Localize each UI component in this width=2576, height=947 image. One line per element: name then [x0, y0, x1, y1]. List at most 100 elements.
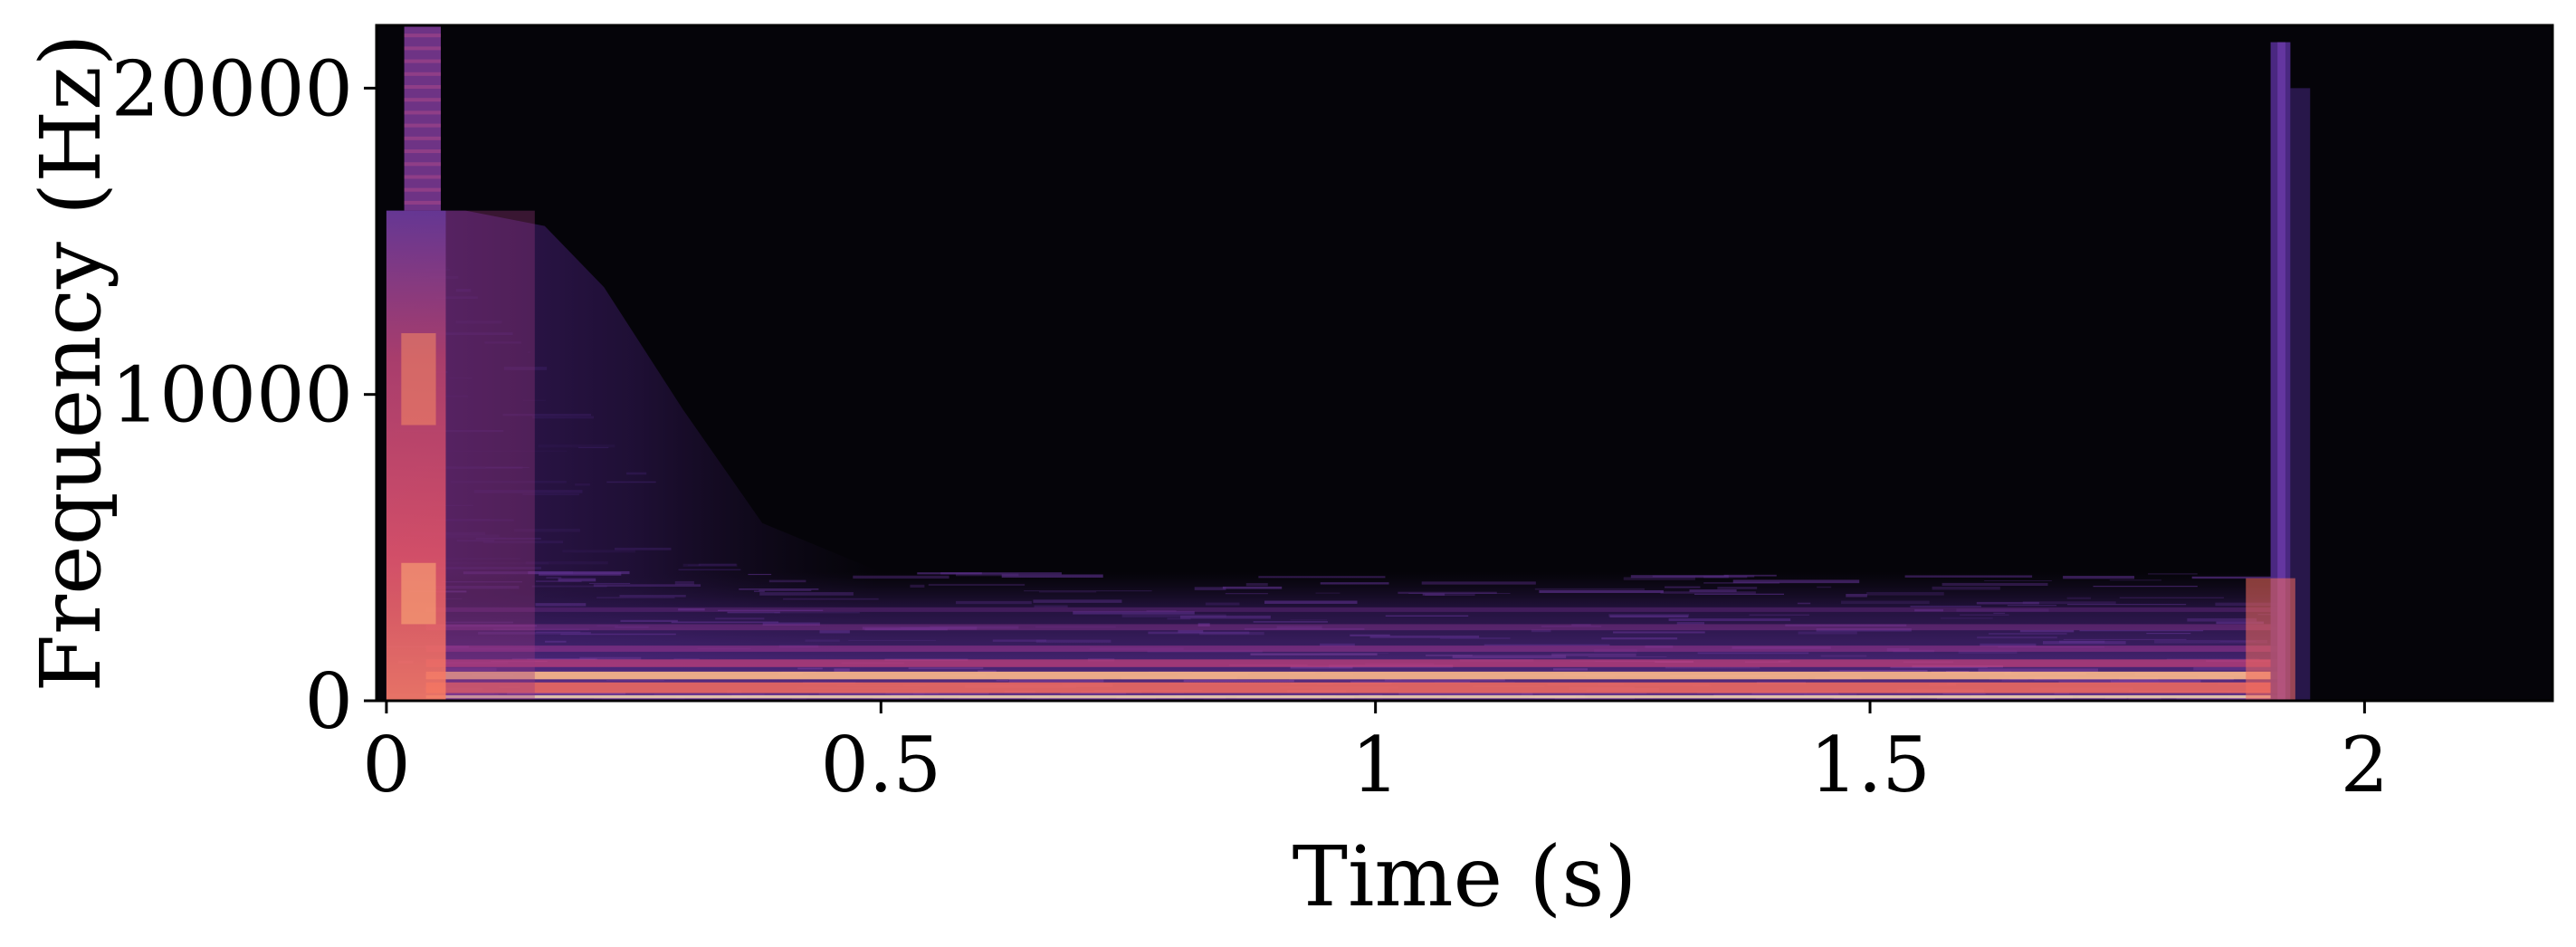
spectrogram-energy: [386, 25, 2311, 701]
spectral-streak: [1609, 615, 1689, 618]
spectral-streak: [1941, 617, 1993, 619]
spectral-streak: [433, 693, 495, 694]
spectral-streak: [1167, 617, 1191, 620]
spectral-streak: [912, 692, 989, 695]
onset-transient-top: [404, 25, 442, 211]
spectral-streak: [1960, 614, 2009, 616]
spectral-streak: [1034, 605, 1068, 608]
harmonic-band: [425, 671, 2285, 680]
spectral-streak: [1723, 574, 1777, 577]
spectral-streak: [2148, 573, 2198, 575]
spectral-streak: [1001, 574, 1103, 579]
spectral-streak: [1936, 697, 2056, 701]
x-tick-label: 2: [2341, 721, 2389, 809]
spectral-streak: [1732, 579, 1860, 584]
spectral-streak: [619, 595, 686, 598]
spectral-streak: [463, 571, 574, 575]
spectral-streak: [1250, 653, 1378, 655]
spectral-streak: [783, 598, 879, 600]
onset-transient-line: [404, 136, 442, 140]
spectral-streak: [615, 626, 649, 628]
spectral-streak: [1904, 575, 2033, 578]
spectral-streak: [1693, 593, 1785, 595]
spectral-streak: [1588, 656, 1667, 658]
spectral-streak: [1253, 621, 1328, 623]
spectral-streak: [1660, 591, 1756, 594]
spectral-streak: [1668, 618, 1791, 621]
spectral-streak: [1434, 682, 1515, 684]
spectral-streak: [593, 584, 701, 588]
spectral-streak: [475, 537, 541, 540]
spectral-streak: [1820, 655, 1867, 657]
spectral-streak: [1422, 593, 1445, 596]
spectral-streak: [439, 625, 538, 627]
spectral-streak: [1846, 593, 1867, 598]
spectral-streak: [1199, 631, 1264, 636]
spectral-streak: [1866, 591, 1944, 596]
spectral-streak: [2066, 604, 2187, 606]
spectral-streak: [558, 578, 596, 582]
spectral-streak: [2109, 579, 2162, 581]
spectral-streak: [434, 561, 549, 565]
y-tick-label: 20000: [111, 44, 353, 133]
spectral-streak: [523, 399, 547, 401]
onset-transient-line: [404, 149, 442, 154]
spectral-streak: [774, 612, 860, 614]
spectral-streak: [1817, 586, 1832, 588]
spectral-streak: [527, 658, 596, 660]
spectral-streak: [753, 590, 765, 592]
spectral-streak: [1829, 669, 1928, 672]
spectral-streak: [514, 528, 580, 532]
spectral-streak: [606, 481, 656, 483]
spectral-streak: [1290, 665, 1353, 669]
spectral-streak: [1914, 608, 1943, 612]
spectral-streak: [900, 627, 949, 629]
spectral-streak: [1369, 635, 1480, 638]
spectral-streak: [674, 580, 694, 585]
y-axis-ticks: 0 10000 20000: [111, 44, 377, 746]
spectral-streak: [917, 572, 982, 575]
spectral-streak: [473, 490, 583, 493]
spectral-streak: [1408, 592, 1511, 594]
spectral-streak: [1035, 639, 1111, 643]
spectral-streak: [1290, 619, 1328, 621]
spectral-streak: [2110, 680, 2201, 684]
spectral-streak: [455, 320, 502, 324]
spectral-streak: [596, 597, 675, 598]
onset-transient-line: [404, 200, 442, 205]
spectral-streak: [2079, 629, 2204, 632]
spectral-streak: [1910, 606, 1981, 607]
spectral-streak: [450, 481, 567, 483]
spectral-streak: [654, 694, 765, 697]
spectral-streak: [1551, 653, 1636, 656]
spectral-streak: [1289, 679, 1402, 681]
spectral-streak: [1749, 614, 1809, 616]
spectral-streak: [414, 519, 491, 521]
onset-transient-line: [404, 187, 442, 192]
spectral-streak: [1225, 593, 1268, 595]
plot-frame: [375, 24, 2554, 703]
spectral-streak: [535, 580, 582, 582]
spectral-streak: [1554, 697, 1636, 701]
spectral-streak: [403, 537, 506, 539]
spectral-streak: [1993, 612, 2006, 614]
spectral-streak: [2193, 666, 2285, 671]
spectral-streak: [522, 493, 579, 495]
onset-transient-line: [404, 98, 442, 102]
spectral-streak: [1060, 692, 1127, 694]
spectral-streak: [715, 617, 765, 620]
spectral-streak: [687, 564, 701, 566]
spectral-streak: [2093, 586, 2198, 588]
spectral-streak: [1932, 586, 2000, 590]
spectral-streak: [2063, 638, 2187, 640]
spectral-streak: [485, 466, 530, 468]
x-tick-label: 1: [1351, 721, 1399, 809]
spectral-streak: [484, 341, 521, 344]
spectral-streak: [539, 572, 622, 576]
spectral-streak: [2146, 632, 2191, 635]
spectral-streak: [425, 332, 513, 336]
spectral-streak: [1425, 594, 1475, 596]
spectral-streak: [1665, 586, 1701, 588]
spectral-streak: [440, 395, 468, 397]
spectral-streak: [416, 466, 523, 469]
